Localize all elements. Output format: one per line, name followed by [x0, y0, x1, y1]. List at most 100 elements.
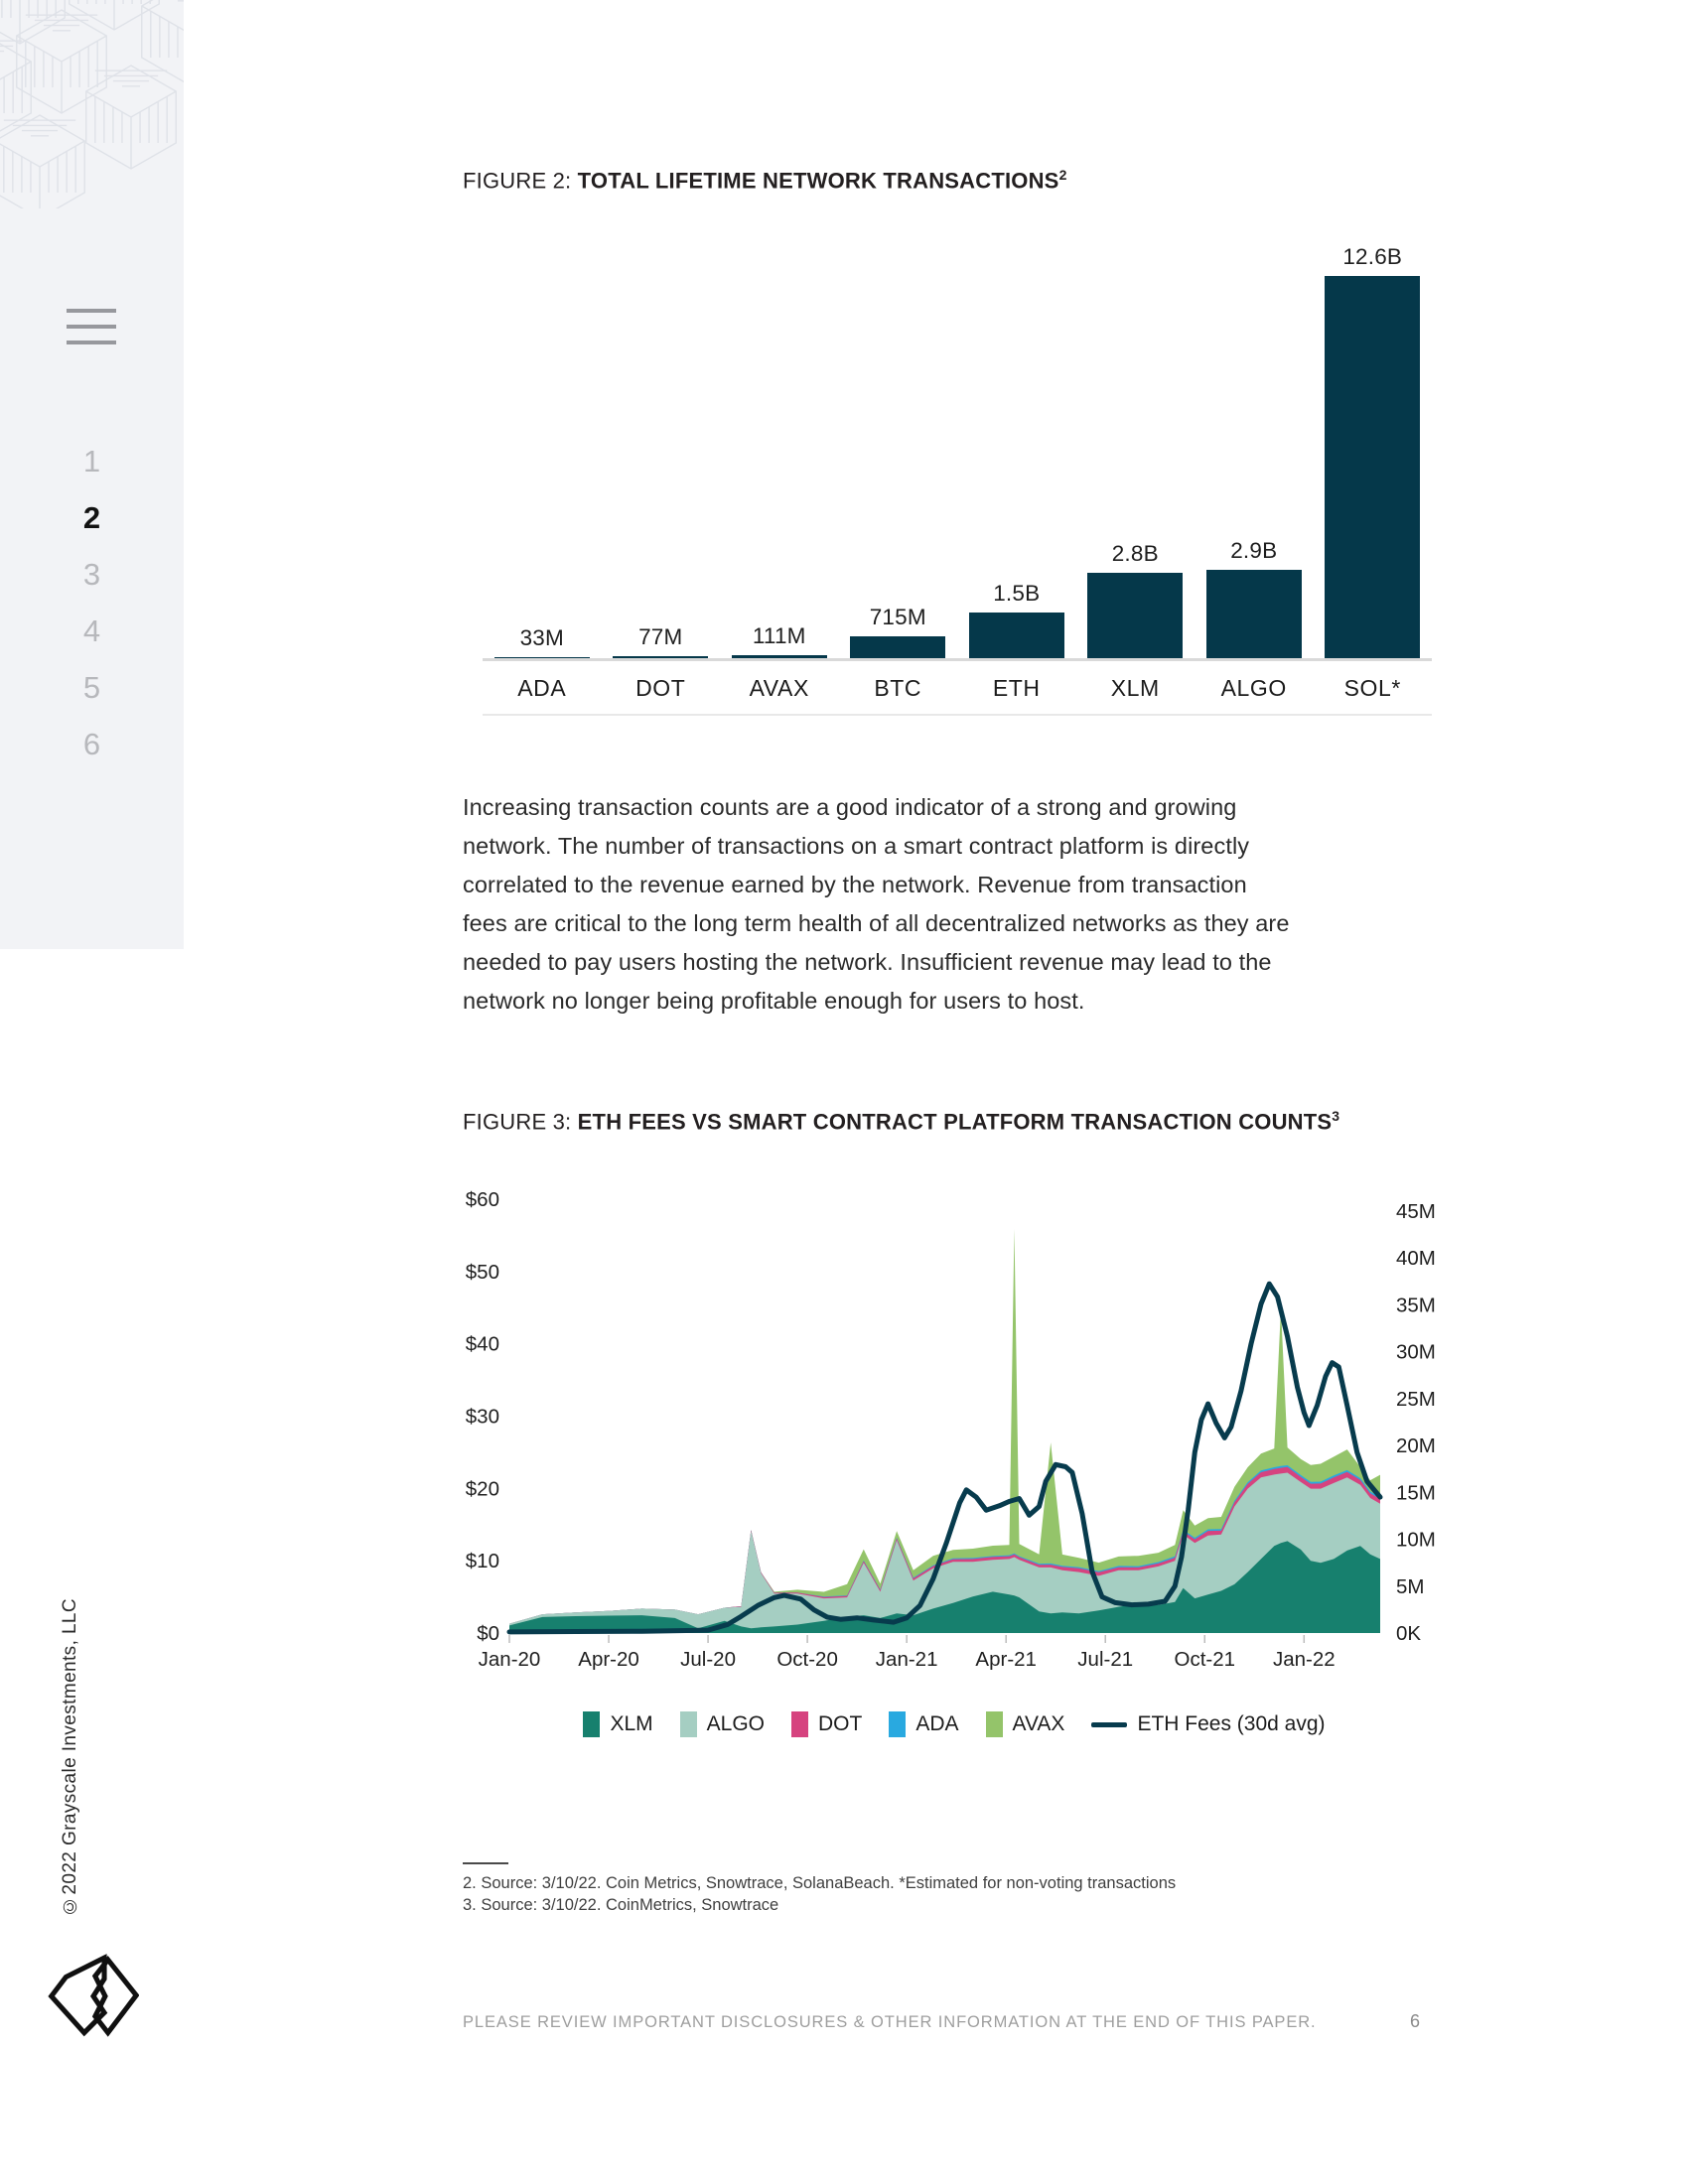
legend-item-DOT: DOT — [791, 1711, 862, 1737]
fig3-x-label: Jan-22 — [1273, 1648, 1336, 1671]
figure2-bar — [1325, 276, 1421, 658]
legend-item-ADA: ADA — [889, 1711, 959, 1737]
figure2-footnote-marker: 2 — [1058, 167, 1067, 183]
legend-label: ADA — [915, 1712, 959, 1735]
fig3-x-label: Jan-20 — [479, 1648, 541, 1671]
legend-swatch-icon — [791, 1711, 809, 1737]
figure2-bar-group-AVAX: 111M — [720, 623, 839, 658]
fig3-x-label: Apr-21 — [975, 1648, 1037, 1671]
figure2-bar-group-BTC: 715M — [839, 605, 958, 658]
figure3-title-text: ETH FEES VS SMART CONTRACT PLATFORM TRAN… — [571, 1109, 1333, 1135]
hex-cube-pattern — [0, 0, 184, 208]
figure2-value-label: 2.9B — [1230, 538, 1278, 564]
fig3-right-axis-label: 20M — [1396, 1434, 1436, 1457]
fig3-right-axis-label: 40M — [1396, 1247, 1436, 1270]
figure3-area-chart: Jan-20 Apr-20 Jul-20 Oct-20 Jan-21 Apr-21 Jul-… — [466, 1188, 1436, 1671]
fig3-x-label: Apr-20 — [578, 1648, 639, 1671]
footnote-rule — [463, 1862, 508, 1864]
figure2-bar — [613, 655, 709, 658]
figure2-category-label: ETH — [992, 675, 1041, 701]
sidebar-nav-item-6[interactable]: 6 — [82, 727, 101, 761]
fig3-x-label: Jul-21 — [1077, 1648, 1133, 1671]
section-nav: 1 2 3 4 5 6 — [0, 433, 184, 772]
figure2-value-label: 715M — [869, 605, 926, 630]
figure2-value-label: 111M — [752, 622, 806, 648]
legend-label: XLM — [610, 1712, 653, 1735]
fig3-x-label: Oct-21 — [1175, 1648, 1236, 1671]
sidebar-nav-item-2[interactable]: 2 — [82, 500, 101, 535]
figure2-value-label: 77M — [638, 623, 683, 649]
fig3-left-axis-label: $60 — [466, 1188, 499, 1211]
fig3-right-axis-label: 0K — [1396, 1622, 1421, 1645]
figure2-value-label: 33M — [519, 625, 564, 650]
figure2-bar — [731, 654, 827, 658]
figure2-category-label: SOL* — [1343, 675, 1401, 701]
footer-page-number: 6 — [1410, 2011, 1421, 2031]
figure2-bar-group-SOL*: 12.6B — [1314, 244, 1433, 658]
footnotes: 2. Source: 3/10/22. Coin Metrics, Snowtr… — [463, 1874, 1177, 1914]
sidebar-nav-item-3[interactable]: 3 — [82, 557, 101, 592]
legend-item-ETH-Fees-30d-avg-: ETH Fees (30d avg) — [1091, 1712, 1326, 1736]
figure2-value-label: 1.5B — [993, 581, 1041, 607]
figure2-bar-group-ALGO: 2.9B — [1195, 538, 1314, 658]
figure2-category-label: BTC — [874, 675, 922, 701]
fig3-left-axis-label: $30 — [466, 1406, 499, 1429]
sidebar-nav-item-1[interactable]: 1 — [82, 444, 101, 478]
figure2-bar-group-ADA: 33M — [483, 625, 602, 658]
figure2-category-label: AVAX — [749, 675, 809, 701]
figure3-label: FIGURE 3: — [463, 1109, 572, 1135]
hamburger-menu-icon[interactable] — [67, 309, 116, 346]
fig3-area-ALGO — [509, 1472, 1380, 1633]
sidebar-nav-item-5[interactable]: 5 — [82, 670, 101, 705]
figure2-category-label: XLM — [1110, 675, 1160, 701]
fig3-right-axis-label: 45M — [1396, 1200, 1436, 1223]
figure2-bar-chart: 33M 77M 111M 715M 1.5B 2.8B 2.9B 12.6B ADA DOT AV… — [483, 238, 1432, 717]
legend-label: DOT — [818, 1712, 863, 1735]
figure2-separator — [483, 714, 1432, 716]
legend-item-XLM: XLM — [583, 1711, 653, 1737]
figure2-bar-group-DOT: 77M — [602, 624, 721, 658]
figure2-bar — [1205, 570, 1302, 658]
figure2-category-label: ADA — [517, 675, 567, 701]
sidebar-nav-item-4[interactable]: 4 — [82, 614, 101, 648]
figure2-baseline — [483, 658, 1432, 661]
fig3-x-label: Oct-20 — [776, 1648, 838, 1671]
fig3-left-axis-label: $10 — [466, 1550, 499, 1572]
figure2-bar-group-ETH: 1.5B — [957, 581, 1076, 658]
vertical-copyright: ©2022 Grayscale Investments, LLC — [60, 1598, 80, 1916]
fig3-x-label: Jan-21 — [876, 1648, 938, 1671]
fig3-right-axis-label: 30M — [1396, 1341, 1436, 1364]
sidebar: 1 2 3 4 5 6 — [0, 0, 184, 949]
fig3-eth-fees-line — [506, 1281, 1383, 1635]
figure2-bar-group-XLM: 2.8B — [1076, 541, 1196, 658]
legend-swatch-icon — [583, 1711, 601, 1737]
legend-label: AVAX — [1012, 1712, 1065, 1735]
legend-swatch-icon — [889, 1711, 907, 1737]
fig3-right-axis-label: 15M — [1396, 1481, 1436, 1504]
figure2-label: FIGURE 2: — [463, 168, 572, 194]
legend-label: ALGO — [706, 1712, 766, 1735]
footer-disclaimer: PLEASE REVIEW IMPORTANT DISCLOSURES & OT… — [463, 2013, 1317, 2031]
figure2-value-label: 12.6B — [1342, 244, 1403, 269]
fig3-area-XLM — [509, 1541, 1380, 1633]
figure3-footnote-marker: 3 — [1332, 1108, 1340, 1124]
body-paragraph: Increasing transaction counts are a good… — [463, 794, 1290, 1014]
fig3-left-axis-label: $50 — [466, 1261, 499, 1284]
figure2-bar — [850, 636, 946, 658]
fig3-right-axis-label: 35M — [1396, 1294, 1436, 1316]
fig3-right-axis-label: 5M — [1396, 1575, 1424, 1598]
figure3-title: FIGURE 3: ETH FEES VS SMART CONTRACT PLA… — [463, 1108, 1339, 1135]
figure2-title-text: TOTAL LIFETIME NETWORK TRANSACTIONS — [571, 168, 1059, 194]
legend-swatch-icon — [985, 1711, 1003, 1737]
figure2-category-label: DOT — [635, 675, 686, 701]
fig3-right-axis-label: 25M — [1396, 1388, 1436, 1411]
figure2-bar — [493, 657, 590, 658]
fig3-x-label: Jul-20 — [680, 1648, 736, 1671]
figure2-bar — [1087, 573, 1184, 658]
fig3-left-axis-label: $0 — [477, 1622, 499, 1645]
legend-line-icon — [1091, 1721, 1128, 1727]
figure2-bar — [968, 613, 1064, 658]
figure2-title: FIGURE 2: TOTAL LIFETIME NETWORK TRANSAC… — [463, 167, 1067, 194]
figure3-legend: XLM ALGO DOT ADA AVAX ETH Fees (30d avg) — [463, 1711, 1446, 1737]
